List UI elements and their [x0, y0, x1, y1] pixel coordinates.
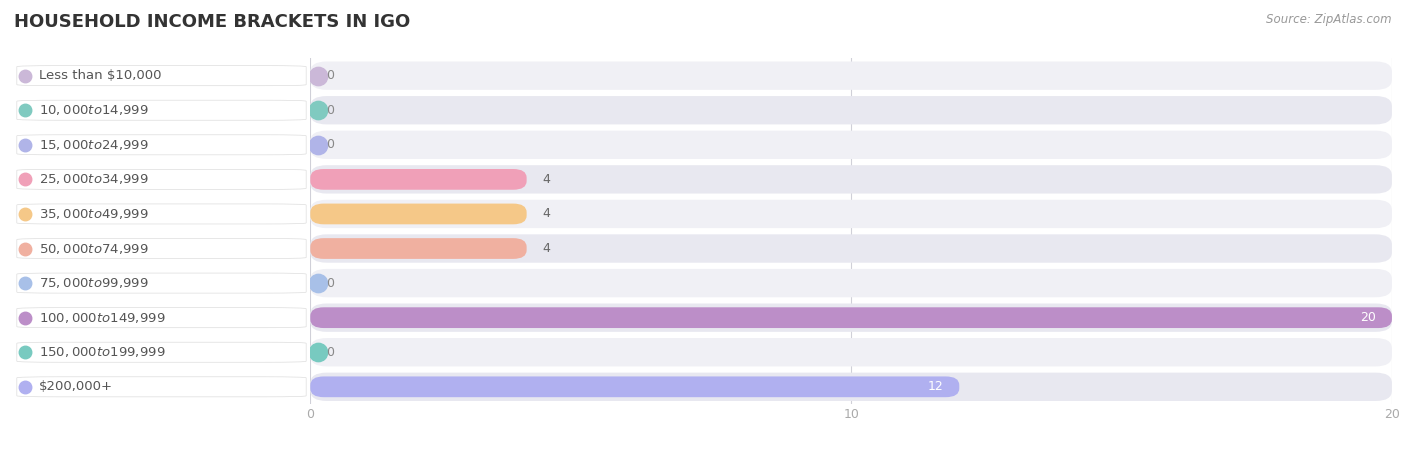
- FancyBboxPatch shape: [311, 96, 1392, 124]
- Text: 0: 0: [326, 69, 335, 82]
- Text: $25,000 to $34,999: $25,000 to $34,999: [39, 172, 149, 186]
- FancyBboxPatch shape: [311, 203, 527, 224]
- FancyBboxPatch shape: [17, 377, 307, 397]
- FancyBboxPatch shape: [17, 204, 307, 224]
- Text: 4: 4: [543, 173, 551, 186]
- FancyBboxPatch shape: [311, 307, 1392, 328]
- FancyBboxPatch shape: [17, 342, 307, 362]
- FancyBboxPatch shape: [17, 135, 307, 155]
- Text: $50,000 to $74,999: $50,000 to $74,999: [39, 242, 149, 255]
- Text: Less than $10,000: Less than $10,000: [39, 69, 162, 82]
- FancyBboxPatch shape: [311, 165, 1392, 194]
- FancyBboxPatch shape: [17, 308, 307, 328]
- Text: 0: 0: [326, 138, 335, 151]
- Text: $100,000 to $149,999: $100,000 to $149,999: [39, 311, 166, 325]
- Text: HOUSEHOLD INCOME BRACKETS IN IGO: HOUSEHOLD INCOME BRACKETS IN IGO: [14, 13, 411, 31]
- FancyBboxPatch shape: [17, 100, 307, 120]
- Text: $150,000 to $199,999: $150,000 to $199,999: [39, 345, 166, 359]
- FancyBboxPatch shape: [17, 66, 307, 86]
- FancyBboxPatch shape: [311, 269, 1392, 297]
- FancyBboxPatch shape: [311, 338, 1392, 366]
- FancyBboxPatch shape: [311, 169, 527, 190]
- FancyBboxPatch shape: [311, 376, 959, 397]
- Text: $10,000 to $14,999: $10,000 to $14,999: [39, 103, 149, 117]
- FancyBboxPatch shape: [17, 169, 307, 189]
- Text: $35,000 to $49,999: $35,000 to $49,999: [39, 207, 149, 221]
- FancyBboxPatch shape: [17, 273, 307, 293]
- Text: $75,000 to $99,999: $75,000 to $99,999: [39, 276, 149, 290]
- Text: 0: 0: [326, 104, 335, 117]
- FancyBboxPatch shape: [311, 234, 1392, 263]
- FancyBboxPatch shape: [311, 238, 527, 259]
- Text: $200,000+: $200,000+: [39, 380, 112, 393]
- Text: 0: 0: [326, 277, 335, 290]
- FancyBboxPatch shape: [311, 373, 1392, 401]
- FancyBboxPatch shape: [17, 238, 307, 259]
- FancyBboxPatch shape: [311, 131, 1392, 159]
- FancyBboxPatch shape: [311, 304, 1392, 332]
- Text: 4: 4: [543, 207, 551, 220]
- FancyBboxPatch shape: [311, 62, 1392, 90]
- Text: 0: 0: [326, 346, 335, 359]
- Text: 12: 12: [928, 380, 943, 393]
- Text: $15,000 to $24,999: $15,000 to $24,999: [39, 138, 149, 152]
- FancyBboxPatch shape: [311, 200, 1392, 228]
- Text: Source: ZipAtlas.com: Source: ZipAtlas.com: [1267, 13, 1392, 26]
- Text: 4: 4: [543, 242, 551, 255]
- Text: 20: 20: [1360, 311, 1375, 324]
